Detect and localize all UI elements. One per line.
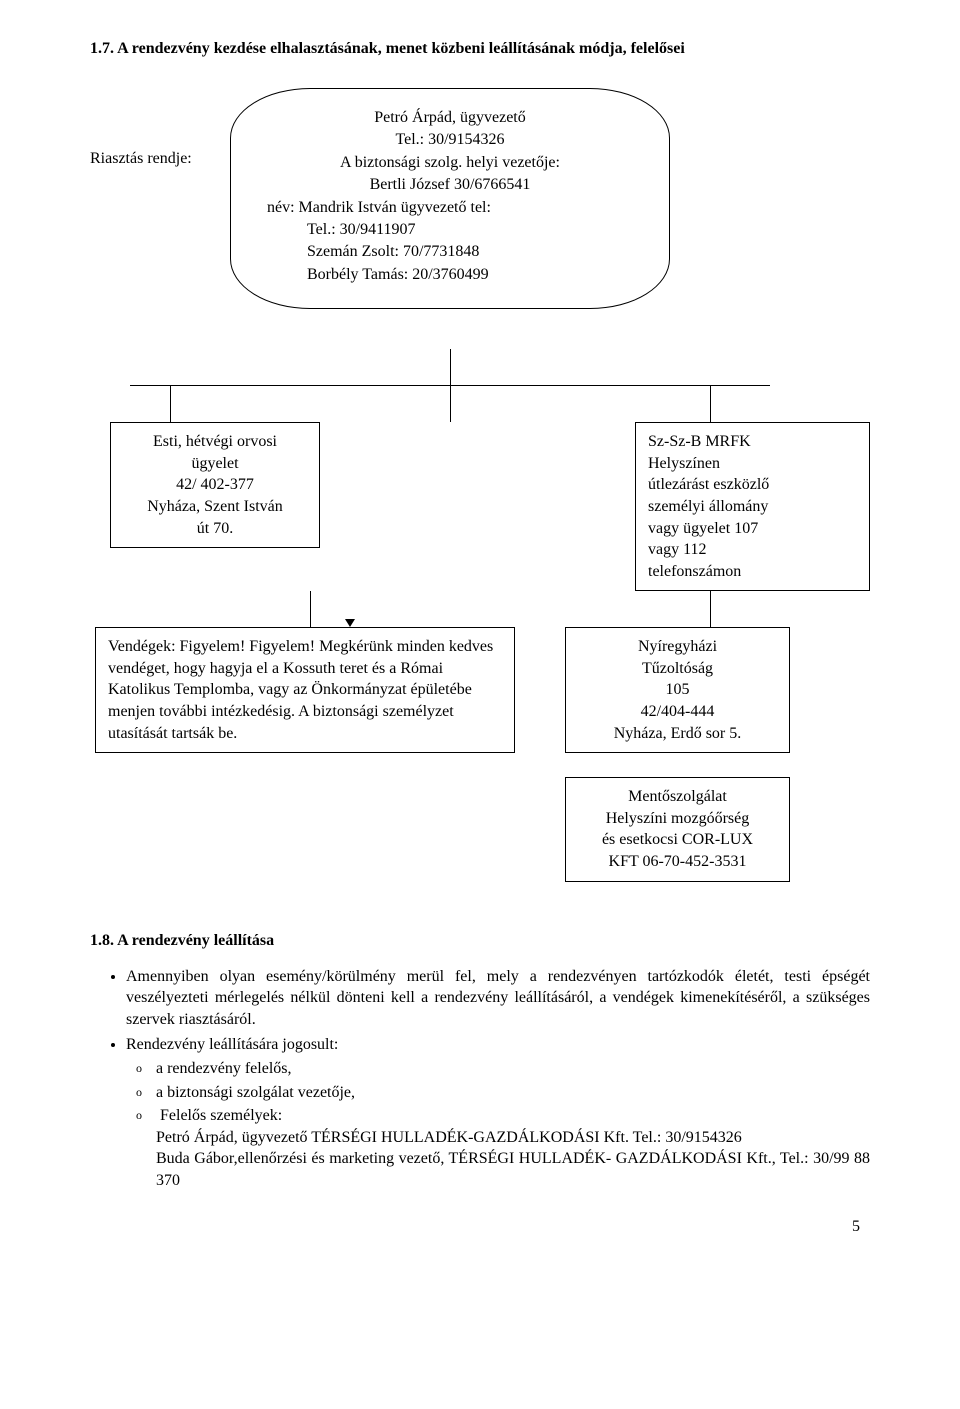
connector-vertical (450, 349, 451, 385)
box-line: KFT 06-70-452-3531 (578, 851, 777, 873)
bubble-line: Tel.: 30/9411907 (267, 219, 633, 241)
list-item: Felelős személyek: Petró Árpád, ügyvezet… (156, 1105, 870, 1191)
bubble-line: Borbély Tamás: 20/3760499 (267, 264, 633, 286)
box-line: Nyháza, Szent István (123, 496, 307, 518)
box-orvosi-ugyelet: Esti, hétvégi orvosi ügyelet 42/ 402-377… (110, 422, 320, 548)
connector-vertical (310, 591, 311, 627)
bubble-line: név: Mandrik István ügyvezető tel: (267, 197, 633, 219)
list-item-text: Rendezvény leállítására jogosult: (126, 1036, 338, 1053)
bubble-line: Bertli József 30/6766541 (267, 174, 633, 196)
connector-row2 (130, 591, 770, 627)
connector-vertical (710, 591, 711, 627)
bubble-line: Szemán Zsolt: 70/7731848 (267, 241, 633, 263)
box-line: út 70. (123, 518, 307, 540)
box-line: Nyháza, Erdő sor 5. (578, 723, 777, 745)
box-line: Sz-Sz-B MRFK (648, 431, 857, 453)
box-mrfk: Sz-Sz-B MRFK Helyszínen útlezárást eszkö… (635, 422, 870, 591)
page-number: 5 (852, 1218, 860, 1236)
box-line: 105 (578, 679, 777, 701)
box-line: és esetkocsi COR-LUX (578, 829, 777, 851)
list-item-text: Felelős személyek: (160, 1107, 282, 1124)
box-line: személyi állomány (648, 496, 857, 518)
bubble-line: Petró Árpád, ügyvezető (267, 107, 633, 129)
riasztas-rendje-label: Riasztás rendje: (90, 150, 192, 168)
box-tuzoltosag: Nyíregyházi Tűzoltóság 105 42/404-444 Ny… (565, 627, 790, 753)
box-line: útlezárást eszközlő (648, 474, 857, 496)
connector-vertical (170, 386, 171, 422)
section-1-7-heading: 1.7. A rendezvény kezdése elhalasztásána… (90, 40, 870, 58)
box-mentoszolgalat: Mentőszolgálat Helyszíni mozgóőrség és e… (565, 777, 790, 881)
box-line: vagy 112 (648, 539, 857, 561)
box-line: Tűzoltóság (578, 658, 777, 680)
list-item: a biztonsági szolgálat vezetője, (156, 1082, 870, 1104)
arrowhead-icon (345, 619, 355, 627)
box-line: telefonszámon (648, 561, 857, 583)
section-1-8-heading: 1.8. A rendezvény leállítása (90, 932, 870, 950)
bullet-list: Amennyiben olyan esemény/körülmény merül… (90, 966, 870, 1192)
box-line: Mentőszolgálat (578, 786, 777, 808)
connector-vertical (450, 386, 451, 422)
box-line: Helyszínen (648, 453, 857, 475)
contact-bubble: Petró Árpád, ügyvezető Tel.: 30/9154326 … (230, 88, 670, 309)
list-item: a rendezvény felelős, (156, 1058, 870, 1080)
list-item: Amennyiben olyan esemény/körülmény merül… (126, 966, 870, 1031)
box-line: Nyíregyházi (578, 636, 777, 658)
connector-vertical (710, 386, 711, 422)
bubble-line: Tel.: 30/9154326 (267, 129, 633, 151)
connector-horizontal (130, 385, 770, 386)
bubble-line: A biztonsági szolg. helyi vezetője: (267, 152, 633, 174)
sub-paragraph: Buda Gábor,ellenőrzési és marketing veze… (156, 1148, 870, 1191)
box-line: ügyelet (123, 453, 307, 475)
sub-paragraph: Petró Árpád, ügyvezető TÉRSÉGI HULLADÉK-… (156, 1127, 870, 1149)
box-line: 42/ 402-377 (123, 474, 307, 496)
sub-bullet-list: a rendezvény felelős, a biztonsági szolg… (126, 1058, 870, 1192)
box-line: 42/404-444 (578, 701, 777, 723)
box-line: Helyszíni mozgóőrség (578, 808, 777, 830)
box-line: vagy ügyelet 107 (648, 518, 857, 540)
box-line: Esti, hétvégi orvosi (123, 431, 307, 453)
box-announcement: Vendégek: Figyelem! Figyelem! Megkérünk … (95, 627, 515, 753)
list-item: Rendezvény leállítására jogosult: a rend… (126, 1034, 870, 1191)
